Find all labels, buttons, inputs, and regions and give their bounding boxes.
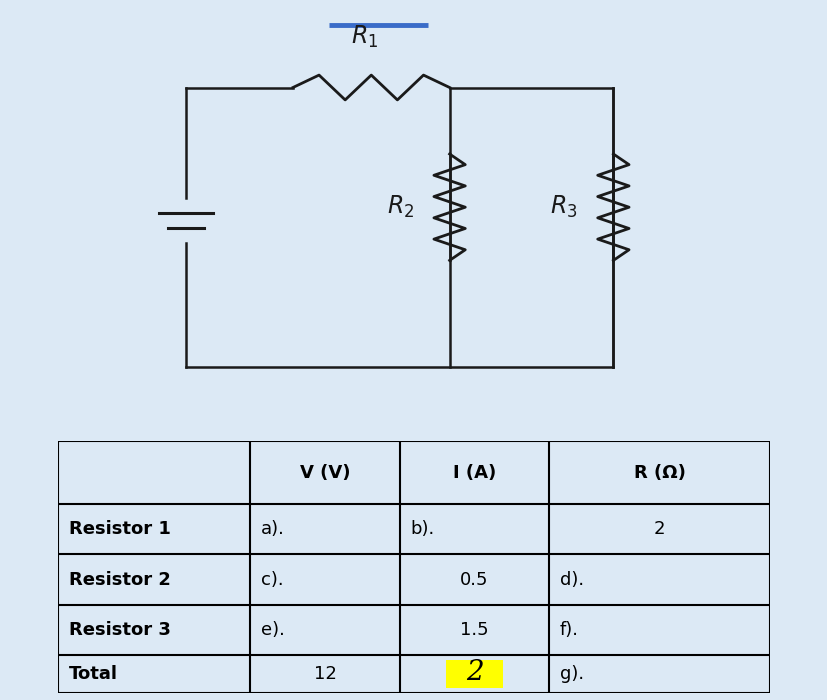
Text: $R_1$: $R_1$ [350,24,377,50]
Text: a).: a). [261,520,284,538]
Text: 1.5: 1.5 [460,621,488,639]
Text: 2: 2 [653,520,665,538]
Text: d).: d). [559,570,583,589]
Text: g).: g). [559,665,583,683]
Text: Resistor 3: Resistor 3 [69,621,170,639]
Text: Resistor 2: Resistor 2 [69,570,170,589]
Text: 2: 2 [465,659,483,686]
Bar [446,660,502,688]
Text: e).: e). [261,621,284,639]
Text: 0.5: 0.5 [460,570,488,589]
Text: $R_3$: $R_3$ [550,194,577,220]
Text: Total: Total [69,665,117,683]
Text: Resistor 1: Resistor 1 [69,520,170,538]
Text: V (V): V (V) [299,463,350,482]
Text: I (A): I (A) [452,463,495,482]
Text: c).: c). [261,570,283,589]
Text: 12: 12 [313,665,336,683]
Text: b).: b). [410,520,434,538]
Text: f).: f). [559,621,578,639]
Text: R (Ω): R (Ω) [633,463,685,482]
Text: $R_2$: $R_2$ [386,194,414,220]
